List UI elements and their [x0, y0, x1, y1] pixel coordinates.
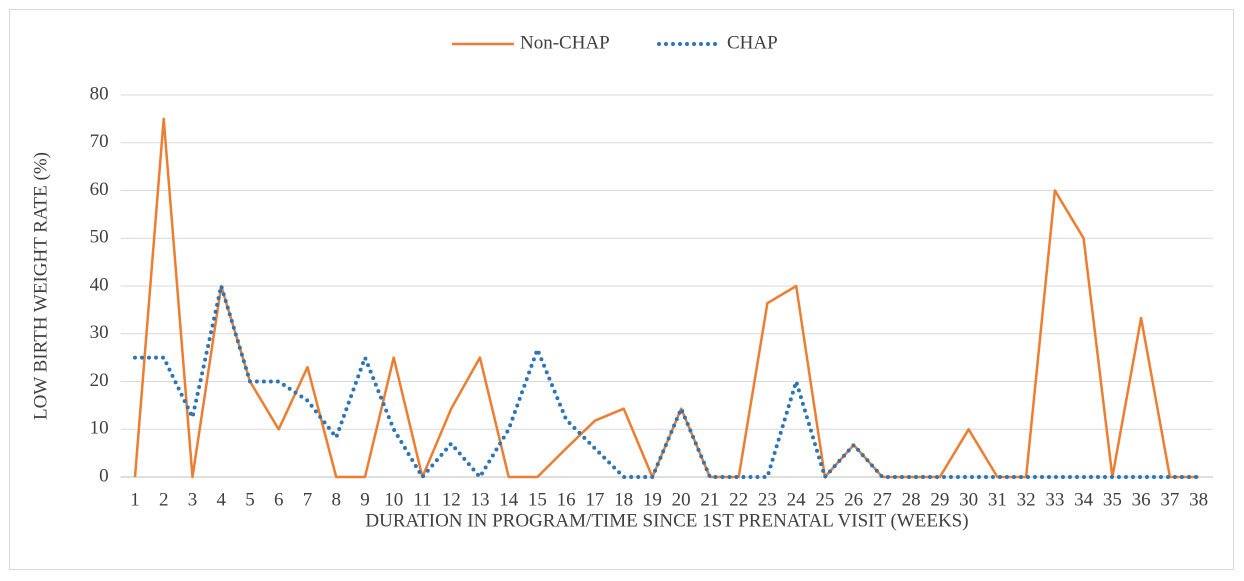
- x-tick-label: 8: [331, 489, 341, 510]
- x-tick-label: 6: [274, 489, 284, 510]
- x-tick-label: 32: [1017, 489, 1036, 510]
- y-axis-label: LOW BIRTH WEIGHT RATE (%): [30, 152, 51, 420]
- series-line: [133, 284, 1201, 479]
- y-tick-label: 80: [90, 83, 109, 104]
- y-tick-label: 30: [90, 322, 109, 343]
- x-tick-label: 28: [902, 489, 921, 510]
- x-tick-label: 5: [245, 489, 255, 510]
- x-axis-label: DURATION IN PROGRAM/TIME SINCE 1ST PRENA…: [365, 510, 968, 531]
- y-tick-label: 60: [90, 179, 109, 200]
- x-tick-label: 37: [1160, 489, 1179, 510]
- x-tick-label: 4: [216, 489, 226, 510]
- x-tick-label: 24: [787, 489, 807, 510]
- x-tick-label: 38: [1189, 489, 1208, 510]
- x-tick-label: 18: [614, 489, 633, 510]
- legend-label: Non-CHAP: [520, 32, 610, 53]
- x-tick-label: 1: [130, 489, 140, 510]
- x-tick-label: 34: [1074, 489, 1094, 510]
- x-tick-label: 11: [413, 489, 431, 510]
- x-tick-label: 17: [585, 489, 604, 510]
- x-tick-label: 3: [188, 489, 198, 510]
- x-tick-label: 20: [672, 489, 691, 510]
- x-tick-label: 29: [930, 489, 949, 510]
- x-tick-label: 36: [1132, 489, 1151, 510]
- x-tick-label: 15: [528, 489, 547, 510]
- x-tick-label: 33: [1045, 489, 1064, 510]
- x-tick-label: 27: [873, 489, 892, 510]
- x-tick-label: 22: [729, 489, 748, 510]
- x-tick-label: 25: [815, 489, 834, 510]
- legend-label: CHAP: [727, 32, 778, 53]
- y-tick-label: 0: [99, 465, 109, 486]
- x-tick-label: 2: [159, 489, 169, 510]
- y-tick-label: 70: [90, 131, 109, 152]
- y-tick-label: 10: [90, 418, 109, 439]
- x-tick-label: 26: [844, 489, 863, 510]
- x-tick-label: 31: [988, 489, 1007, 510]
- x-tick-label: 23: [758, 489, 777, 510]
- x-tick-label: 9: [360, 489, 370, 510]
- x-tick-label: 7: [303, 489, 313, 510]
- x-tick-label: 10: [384, 489, 403, 510]
- x-tick-label: 19: [643, 489, 662, 510]
- y-tick-label: 40: [90, 274, 109, 295]
- y-tick-label: 20: [90, 370, 109, 391]
- chart-frame: [9, 9, 1234, 570]
- x-tick-label: 13: [470, 489, 489, 510]
- x-tick-label: 35: [1103, 489, 1122, 510]
- x-tick-label: 16: [557, 489, 576, 510]
- x-tick-label: 21: [700, 489, 719, 510]
- x-tick-label: 12: [442, 489, 461, 510]
- y-tick-label: 50: [90, 227, 109, 248]
- x-tick-label: 14: [499, 489, 519, 510]
- x-tick-label: 30: [959, 489, 978, 510]
